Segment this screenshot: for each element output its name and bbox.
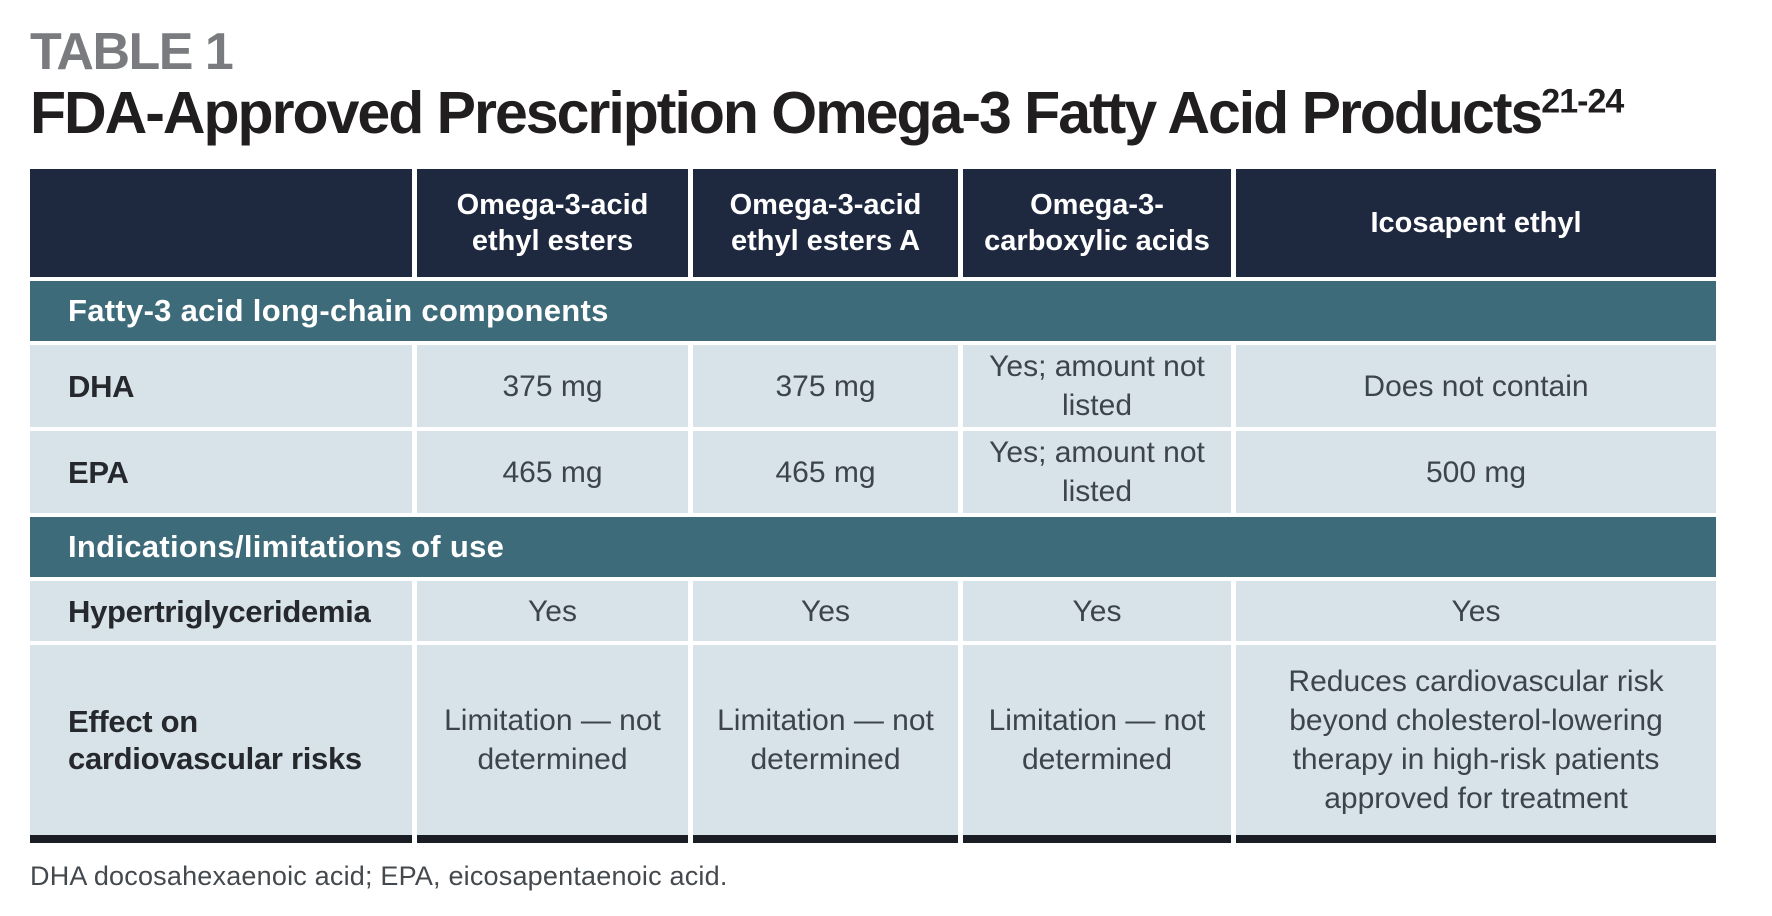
row-label-hypertriglyceridemia: Hypertriglyceridemia — [30, 581, 412, 642]
cell-htg-carboxylic-acids: Yes — [963, 581, 1231, 642]
section-header-fatty-acid-components: Fatty-3 acid long-chain components — [30, 281, 1716, 342]
cell-epa-carboxylic-acids: Yes; amount not listed — [963, 431, 1231, 514]
section-header-indications-limitations: Indications/limitations of use — [30, 517, 1716, 578]
table-footnote: DHA docosahexaenoic acid; EPA, eicosapen… — [30, 861, 728, 892]
row-label-epa: EPA — [30, 431, 412, 514]
cell-cv-ethyl-esters: Limitation — not determined — [417, 645, 688, 844]
cell-dha-ethyl-esters-a: 375 mg — [693, 345, 958, 428]
cell-epa-icosapent-ethyl: 500 mg — [1236, 431, 1716, 514]
cell-dha-carboxylic-acids: Yes; amount not listed — [963, 345, 1231, 428]
omega3-products-table: Omega-3-acid ethyl esters Omega-3-acid e… — [30, 169, 1716, 844]
cell-cv-ethyl-esters-a: Limitation — not determined — [693, 645, 958, 844]
cell-epa-ethyl-esters-a: 465 mg — [693, 431, 958, 514]
table-number-kicker: TABLE 1 — [30, 23, 234, 81]
cell-dha-icosapent-ethyl: Does not contain — [1236, 345, 1716, 428]
row-label-effect-cardiovascular-risks: Effect on cardiovascular risks — [30, 645, 412, 844]
cell-dha-ethyl-esters: 375 mg — [417, 345, 688, 428]
col-header-omega3-carboxylic-acids: Omega-3-carboxylic acids — [963, 169, 1231, 278]
table-title: FDA-Approved Prescription Omega-3 Fatty … — [30, 80, 1772, 147]
title-reference-superscript: 21-24 — [1541, 82, 1624, 121]
cell-epa-ethyl-esters: 465 mg — [417, 431, 688, 514]
cell-htg-icosapent-ethyl: Yes — [1236, 581, 1716, 642]
table-title-text: FDA-Approved Prescription Omega-3 Fatty … — [30, 80, 1543, 147]
col-header-omega3-acid-ethyl-esters-a: Omega-3-acid ethyl esters A — [693, 169, 958, 278]
col-header-omega3-acid-ethyl-esters: Omega-3-acid ethyl esters — [417, 169, 688, 278]
cell-cv-icosapent-ethyl: Reduces cardiovascular risk beyond chole… — [1236, 645, 1716, 844]
corner-header-cell — [30, 169, 412, 278]
cell-htg-ethyl-esters-a: Yes — [693, 581, 958, 642]
col-header-icosapent-ethyl: Icosapent ethyl — [1236, 169, 1716, 278]
cell-htg-ethyl-esters: Yes — [417, 581, 688, 642]
row-label-dha: DHA — [30, 345, 412, 428]
cell-cv-carboxylic-acids: Limitation — not determined — [963, 645, 1231, 844]
